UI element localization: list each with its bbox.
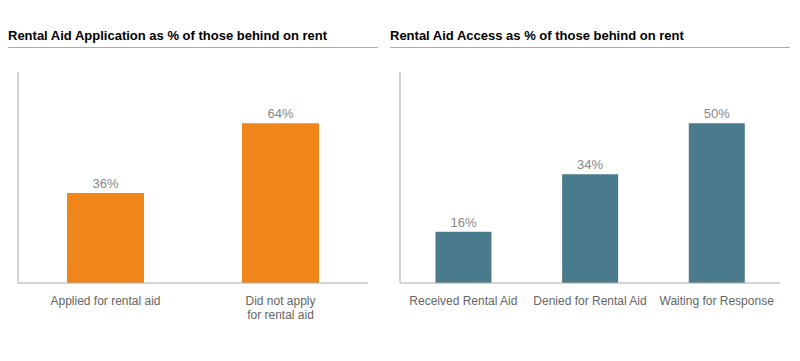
svg-text:36%: 36% (92, 176, 118, 191)
svg-text:64%: 64% (267, 106, 293, 121)
html-text:Rental Aid Application as % of: Rental Aid Application as % of those beh… (8, 28, 327, 43)
svg-text:34%: 34% (577, 157, 603, 172)
svg-text:50%: 50% (704, 106, 730, 121)
svg-text:Waiting for Response: Waiting for Response (660, 294, 775, 308)
svg-text:Received Rental Aid: Received Rental Aid (409, 294, 517, 308)
svg-text:Denied for Rental Aid: Denied for Rental Aid (533, 294, 646, 308)
svg-text:16%: 16% (450, 215, 476, 230)
svg-text:Did not applyfor rental aid: Did not applyfor rental aid (245, 294, 315, 322)
html-text:Rental Aid Access as % of thos: Rental Aid Access as % of those behind o… (390, 28, 684, 43)
svg-text:Applied for rental aid: Applied for rental aid (50, 294, 160, 308)
